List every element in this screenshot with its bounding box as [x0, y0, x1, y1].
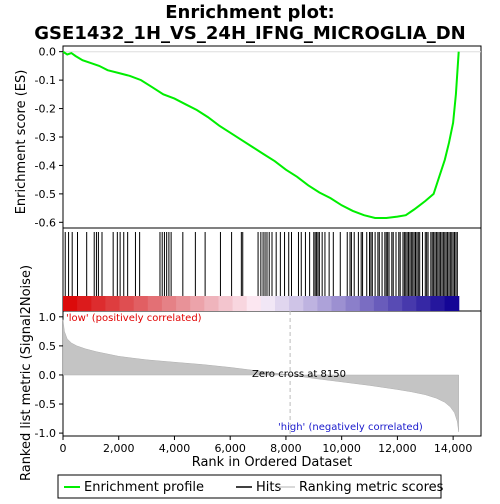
metric-axis-label: Ranked list metric (Signal2Noise)	[19, 265, 34, 481]
es-ytick-label: -0.1	[35, 74, 56, 87]
zero-cross-label: Zero cross at 8150	[252, 369, 346, 380]
metric-ytick-label: 0.0	[39, 369, 57, 382]
x-tick-label: 4,000	[159, 442, 191, 455]
ranked-bar-segment	[373, 296, 389, 311]
es-axis-label: Enrichment score (ES)	[14, 70, 29, 215]
es-ytick-label: -0.6	[35, 216, 56, 229]
ranked-bar-segment	[345, 296, 361, 311]
es-ytick-label: -0.2	[35, 103, 56, 116]
axes-layer: 0.0 -0.1 -0.2 -0.3 -0.4 -0.5 -0.6 1.0 0.5 0.0 -0.5…	[35, 46, 473, 455]
ranked-bar-segment	[218, 296, 234, 311]
x-tick-label: 10,000	[322, 442, 361, 455]
metric-layer	[62, 311, 459, 436]
hits-layer	[64, 232, 458, 296]
ranked-bar-segment	[161, 296, 177, 311]
es-ytick-label: -0.3	[35, 131, 56, 144]
metric-ytick-label: 1.0	[39, 311, 57, 324]
ranked-bar-segment	[77, 296, 92, 311]
x-axis-label: Rank in Ordered Dataset	[192, 455, 353, 470]
legend-item-metric: Ranking metric scores	[299, 480, 444, 495]
ranked-bar-segment	[147, 296, 163, 311]
ranked-bar-segment	[416, 296, 431, 311]
ranked-bar-segment	[430, 296, 446, 311]
ranked-bar-segment	[260, 296, 276, 311]
metric-ytick-label: -0.5	[35, 398, 56, 411]
ranked-bar-segment	[246, 296, 262, 311]
ranked-bar-segment	[331, 296, 347, 311]
ranked-bar-segment	[63, 296, 78, 311]
legend-item-hits: Hits	[256, 480, 281, 495]
es-ytick-label: -0.4	[35, 159, 56, 172]
ranked-bar-segment	[204, 296, 219, 311]
x-tick-label: 2,000	[103, 442, 135, 455]
chart-title-line1: Enrichment plot:	[165, 2, 335, 23]
es-panel-frame	[62, 45, 482, 229]
x-tick-label: 6,000	[214, 442, 246, 455]
es-ytick-label: 0.0	[39, 46, 57, 59]
ranking-metric-area	[62, 319, 459, 432]
ranked-bar-segment	[388, 296, 403, 311]
ranked-color-bar	[63, 296, 460, 311]
legend-item-enrichment: Enrichment profile	[84, 480, 204, 495]
ranked-bar-segment	[190, 296, 205, 311]
metric-ytick-label: -1.0	[35, 427, 56, 440]
ranked-bar-segment	[133, 296, 149, 311]
high-correlated-label: 'high' (negatively correlated)	[278, 422, 423, 433]
x-tick-label: 14,000	[434, 442, 473, 455]
ranked-bar-segment	[119, 296, 135, 311]
ranked-bar-segment	[359, 296, 375, 311]
ranked-bar-segment	[176, 296, 191, 311]
ranked-bar-segment	[444, 296, 460, 311]
enrichment-profile-line	[62, 50, 460, 219]
x-tick-label: 8,000	[270, 442, 302, 455]
ranked-bar-segment	[105, 296, 121, 311]
ranked-bar-segment	[402, 296, 417, 311]
ranked-bar-segment	[289, 296, 304, 311]
x-tick-label: 12,000	[378, 442, 417, 455]
chart-title-line2: GSE1432_1H_VS_24H_IFNG_MICROGLIA_DN	[34, 23, 465, 44]
ranked-bar-segment	[91, 296, 106, 311]
ranked-bar-segment	[317, 296, 333, 311]
metric-ytick-label: 0.5	[39, 340, 57, 353]
low-correlated-label: 'low' (positively correlated)	[66, 313, 202, 324]
es-layer	[62, 50, 481, 219]
ranked-bar-segment	[275, 296, 290, 311]
x-tick-label: 0	[60, 442, 67, 455]
ranked-bar-segment	[303, 296, 318, 311]
ranked-bar-segment	[232, 296, 248, 311]
es-ytick-label: -0.5	[35, 188, 56, 201]
